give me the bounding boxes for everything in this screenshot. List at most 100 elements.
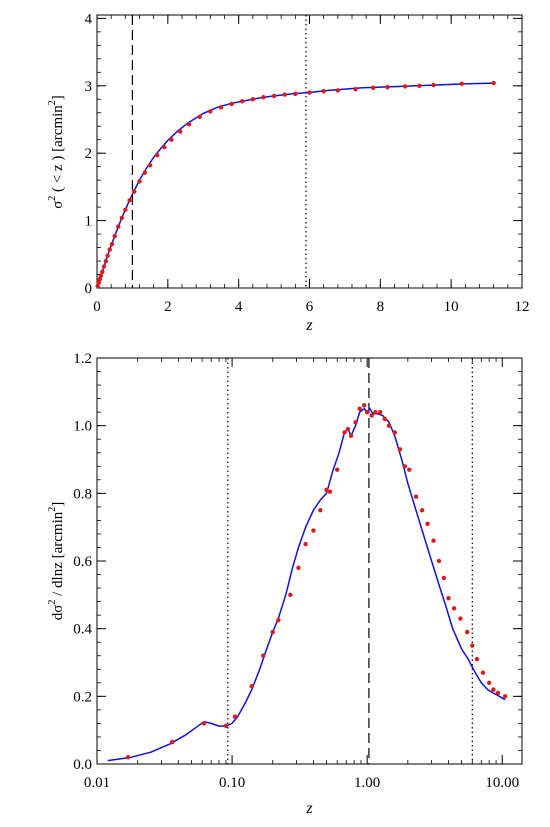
x-tick-label: 0 bbox=[93, 299, 101, 315]
y-axis-label-close: ] bbox=[50, 95, 66, 100]
data-point bbox=[311, 528, 316, 533]
data-point bbox=[101, 264, 107, 269]
y-tick-label: 3 bbox=[85, 79, 93, 95]
data-point bbox=[495, 690, 501, 696]
data-point bbox=[318, 508, 323, 513]
data-point bbox=[353, 86, 358, 92]
y-axis-label-superscript: 2 bbox=[47, 600, 58, 605]
data-point bbox=[382, 416, 387, 422]
data-point bbox=[109, 241, 115, 247]
x-tick-label: 10.00 bbox=[485, 775, 519, 791]
data-point bbox=[361, 403, 367, 408]
data-point bbox=[162, 144, 167, 150]
data-point bbox=[335, 88, 341, 93]
series-line bbox=[107, 407, 506, 762]
y-tick-label: 4 bbox=[85, 11, 93, 27]
data-point bbox=[169, 137, 174, 142]
y-tick-label: 0.8 bbox=[73, 486, 92, 502]
x-tick-label: 2 bbox=[164, 299, 172, 315]
data-point bbox=[303, 541, 308, 547]
data-point bbox=[296, 565, 301, 570]
data-point bbox=[353, 420, 358, 425]
data-point bbox=[392, 430, 397, 435]
data-point bbox=[249, 683, 255, 689]
y-axis-label-unit-superscript: 2 bbox=[47, 100, 58, 105]
y-tick-label: 0.2 bbox=[73, 689, 92, 705]
y-axis-label-superscript: 2 bbox=[47, 196, 58, 201]
data-point bbox=[131, 189, 137, 194]
data-point bbox=[116, 224, 121, 229]
data-point bbox=[232, 714, 238, 719]
data-point bbox=[464, 629, 470, 635]
data-point bbox=[208, 109, 213, 114]
data-point bbox=[431, 538, 436, 543]
data-point bbox=[407, 467, 412, 472]
data-point bbox=[364, 409, 370, 415]
data-point bbox=[98, 273, 104, 279]
data-point bbox=[386, 423, 392, 428]
data-point bbox=[261, 653, 266, 658]
y-tick-label: 0 bbox=[85, 281, 93, 297]
series-line bbox=[96, 82, 494, 289]
x-axis-label: z bbox=[305, 800, 313, 817]
data-point bbox=[441, 575, 447, 581]
data-point bbox=[218, 105, 224, 110]
data-point bbox=[240, 99, 245, 104]
data-point bbox=[201, 721, 207, 726]
data-point bbox=[417, 83, 422, 88]
data-point bbox=[451, 606, 457, 611]
y-axis-label-text: ( < z ) [arcmin bbox=[50, 105, 66, 196]
data-point bbox=[431, 82, 436, 88]
data-point bbox=[96, 280, 101, 285]
data-point bbox=[103, 258, 109, 264]
data-point bbox=[385, 84, 390, 90]
data-point bbox=[97, 277, 103, 282]
data-point bbox=[335, 467, 340, 472]
data-point bbox=[425, 521, 430, 526]
y-tick-label: 0.0 bbox=[73, 757, 92, 773]
data-point bbox=[288, 592, 293, 598]
y-tick-label: 0.4 bbox=[73, 622, 92, 638]
y-tick-label: 1.0 bbox=[73, 419, 92, 435]
data-point bbox=[112, 233, 117, 239]
data-point bbox=[186, 122, 192, 127]
data-point bbox=[446, 596, 451, 601]
chart-panel-2: 0.01 0.10 1.00 10.00 0.0 0.2 0.4 0.6 0.8 1.0 1.2 z d… bbox=[47, 351, 523, 817]
x-tick-label: 8 bbox=[377, 299, 385, 315]
data-point bbox=[397, 447, 403, 452]
data-point bbox=[470, 643, 475, 648]
data-point bbox=[293, 91, 298, 97]
data-point bbox=[480, 670, 486, 675]
data-point bbox=[276, 618, 281, 623]
data-point bbox=[169, 739, 175, 745]
plot-frame bbox=[96, 14, 523, 289]
y-tick-label: 1.2 bbox=[73, 351, 92, 367]
data-point bbox=[119, 215, 124, 221]
data-point bbox=[371, 85, 376, 91]
data-point bbox=[147, 163, 153, 168]
y-axis-label-symbol: σ bbox=[50, 201, 66, 209]
data-point bbox=[402, 464, 408, 469]
y-axis-label-unit-superscript: 2 bbox=[47, 507, 58, 512]
data-point bbox=[458, 616, 463, 621]
data-point bbox=[345, 426, 351, 432]
data-point bbox=[261, 95, 266, 100]
data-point bbox=[282, 92, 287, 97]
x-tick-label: 4 bbox=[235, 299, 243, 315]
data-point bbox=[419, 508, 425, 513]
data-point bbox=[155, 153, 160, 158]
y-tick-label: 2 bbox=[85, 146, 93, 162]
data-point bbox=[321, 88, 326, 94]
y-tick-label: 0.6 bbox=[73, 554, 92, 570]
data-point bbox=[95, 283, 100, 289]
data-point bbox=[491, 687, 496, 692]
data-point bbox=[307, 90, 312, 95]
data-point bbox=[178, 129, 183, 134]
y-axis-label-close: ] bbox=[50, 502, 66, 507]
x-tick-label: 1.00 bbox=[354, 775, 380, 791]
data-point bbox=[105, 253, 110, 258]
data-point bbox=[327, 489, 333, 494]
data-point bbox=[502, 694, 508, 699]
data-point bbox=[197, 114, 202, 119]
data-point bbox=[413, 494, 419, 499]
